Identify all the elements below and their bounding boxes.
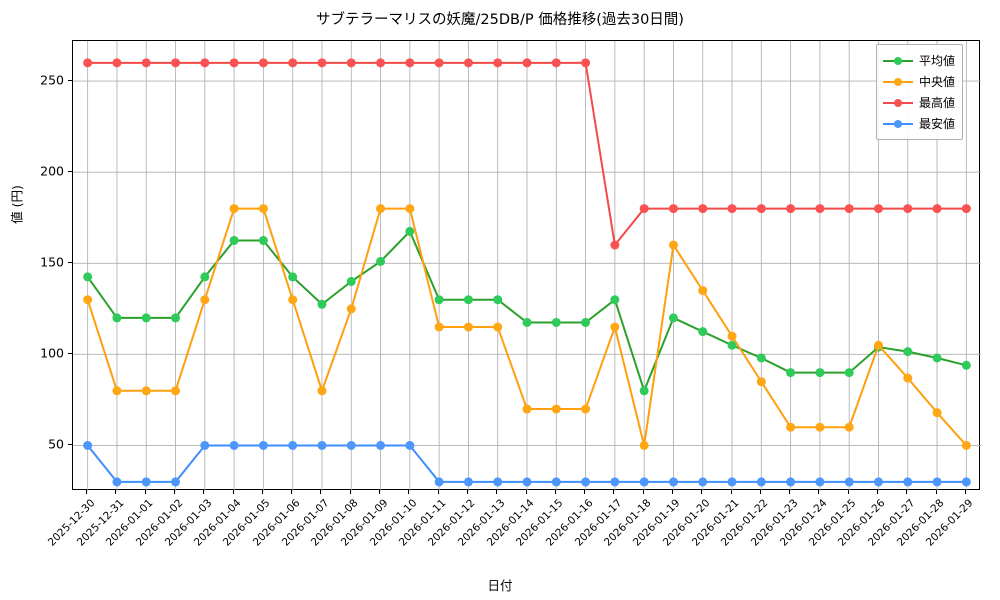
x-tick-label: 2026-01-29 [924,497,976,549]
x-tick-mark [174,490,176,494]
y-tick-mark [68,261,72,263]
x-tick-mark [437,490,439,494]
x-tick-mark [349,490,351,494]
x-axis-label: 日付 [487,578,513,593]
x-tick-mark [232,490,234,494]
x-tick-mark [964,490,966,494]
x-tick-mark [847,490,849,494]
x-tick-mark [320,490,322,494]
legend-swatch-icon [883,96,913,110]
x-tick-mark [730,490,732,494]
legend-label: 最高値 [919,96,956,110]
x-tick-mark [554,490,556,494]
y-tick-label: 250 [40,72,64,88]
legend-item-0[interactable]: 平均値 [883,50,955,71]
x-tick-mark [203,490,205,494]
x-tick-mark [525,490,527,494]
x-tick-mark [379,490,381,494]
y-tick-mark [68,79,72,81]
y-axis-label: 値 (円) [9,185,25,224]
x-tick-mark [935,490,937,494]
chart-legend: 平均値中央値最高値最安値 [876,44,964,140]
legend-item-3[interactable]: 最安値 [883,113,955,134]
legend-marker-dot [894,98,902,107]
legend-swatch-icon [883,75,913,89]
legend-swatch-icon [883,54,913,68]
plot-canvas [73,41,981,491]
x-tick-mark [613,490,615,494]
x-tick-mark [466,490,468,494]
y-tick-label: 200 [40,163,64,179]
x-tick-mark [906,490,908,494]
legend-label: 中央値 [919,75,956,89]
x-tick-mark [144,490,146,494]
y-tick-label: 100 [40,345,64,361]
series-0 [83,226,971,396]
legend-marker-dot [894,119,902,128]
x-tick-mark [408,490,410,494]
legend-marker-dot [894,56,902,65]
x-tick-mark [789,490,791,494]
x-tick-mark [876,490,878,494]
legend-item-1[interactable]: 中央値 [883,71,955,92]
x-tick-mark [642,490,644,494]
legend-swatch-icon [883,117,913,131]
y-tick-label: 150 [40,254,64,270]
grid-lines [73,41,981,491]
y-tick-label: 50 [48,436,64,452]
x-tick-mark [261,490,263,494]
legend-marker-dot [894,77,902,86]
legend-item-2[interactable]: 最高値 [883,92,955,113]
chart-title: サブテラーマリスの妖魔/25DB/P 価格推移(過去30日間) [316,12,684,28]
legend-label: 最安値 [919,117,956,131]
x-tick-mark [818,490,820,494]
series-2 [83,58,971,250]
x-tick-mark [291,490,293,494]
y-tick-mark [68,352,72,354]
y-tick-mark [68,443,72,445]
x-tick-mark [701,490,703,494]
y-tick-mark [68,170,72,172]
x-tick-mark [759,490,761,494]
plot-area [72,40,981,491]
series-3 [83,440,971,487]
x-tick-mark [496,490,498,494]
legend-label: 平均値 [919,54,956,68]
x-tick-mark [584,490,586,494]
x-tick-mark [671,490,673,494]
series-1 [83,204,971,450]
x-tick-mark [115,490,117,494]
x-tick-mark [86,490,88,494]
